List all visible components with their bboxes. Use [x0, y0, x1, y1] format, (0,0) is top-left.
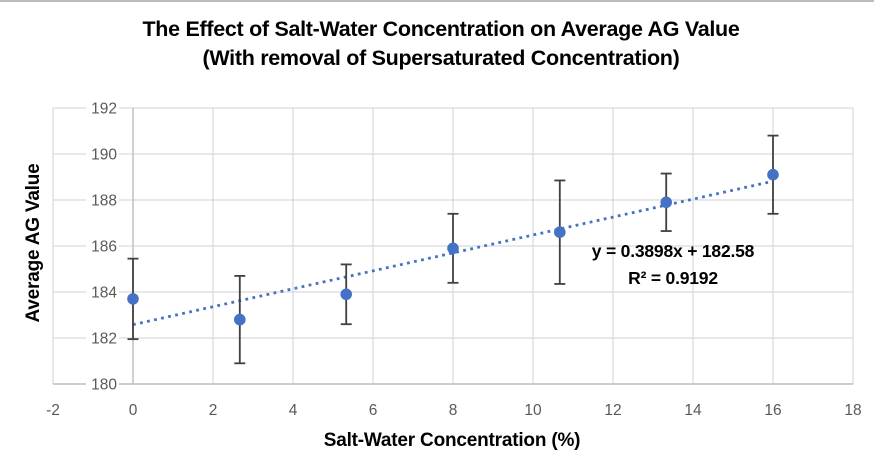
x-tick-label: 6	[369, 402, 378, 419]
chart-title: The Effect of Salt-Water Concentration o…	[31, 15, 851, 72]
trendline-equation: y = 0.3898x + 182.58 R² = 0.9192	[553, 238, 793, 292]
data-point	[554, 226, 566, 238]
y-tick-label-bg	[86, 283, 119, 301]
y-tick-label-bg	[86, 145, 119, 163]
y-tick-label: 192	[91, 101, 117, 118]
trendline-equation-line: y = 0.3898x + 182.58	[591, 241, 755, 261]
y-tick-label-bg	[86, 191, 119, 209]
y-tick-label: 182	[91, 331, 117, 348]
chart-title-line2: (With removal of Supersaturated Concentr…	[202, 45, 680, 70]
y-tick-label: 190	[91, 147, 117, 164]
x-axis-title: Salt-Water Concentration (%)	[323, 430, 581, 451]
x-tick-label: 10	[524, 402, 542, 419]
data-point	[127, 293, 139, 305]
x-tick-label: 4	[289, 402, 298, 419]
y-tick-label-bg	[86, 329, 119, 347]
chart-title-line1: The Effect of Salt-Water Concentration o…	[142, 17, 740, 41]
x-tick-label: 8	[449, 402, 458, 419]
x-tick-label: 18	[844, 402, 861, 419]
data-point	[340, 288, 353, 301]
data-point	[447, 242, 459, 255]
y-tick-label: 188	[91, 193, 117, 210]
y-tick-label-bg	[86, 375, 119, 393]
y-tick-label-bg	[86, 99, 119, 117]
trendline-rsquared-line: R² = 0.9192	[628, 268, 718, 288]
window-top-border	[0, 0, 874, 2]
y-tick-label: 186	[91, 239, 117, 256]
y-tick-label: 184	[91, 285, 117, 302]
y-tick-label-bg	[86, 237, 119, 255]
y-tick-label: 180	[91, 377, 117, 394]
data-point	[660, 196, 672, 209]
x-tick-label: 2	[209, 402, 218, 419]
x-tick-label: 0	[129, 402, 138, 419]
data-point	[767, 168, 779, 181]
x-tick-label: 16	[764, 402, 781, 419]
data-point	[234, 313, 246, 326]
x-tick-label: 12	[604, 402, 621, 419]
x-tick-label: 14	[684, 402, 702, 419]
x-tick-label: -2	[46, 402, 60, 419]
